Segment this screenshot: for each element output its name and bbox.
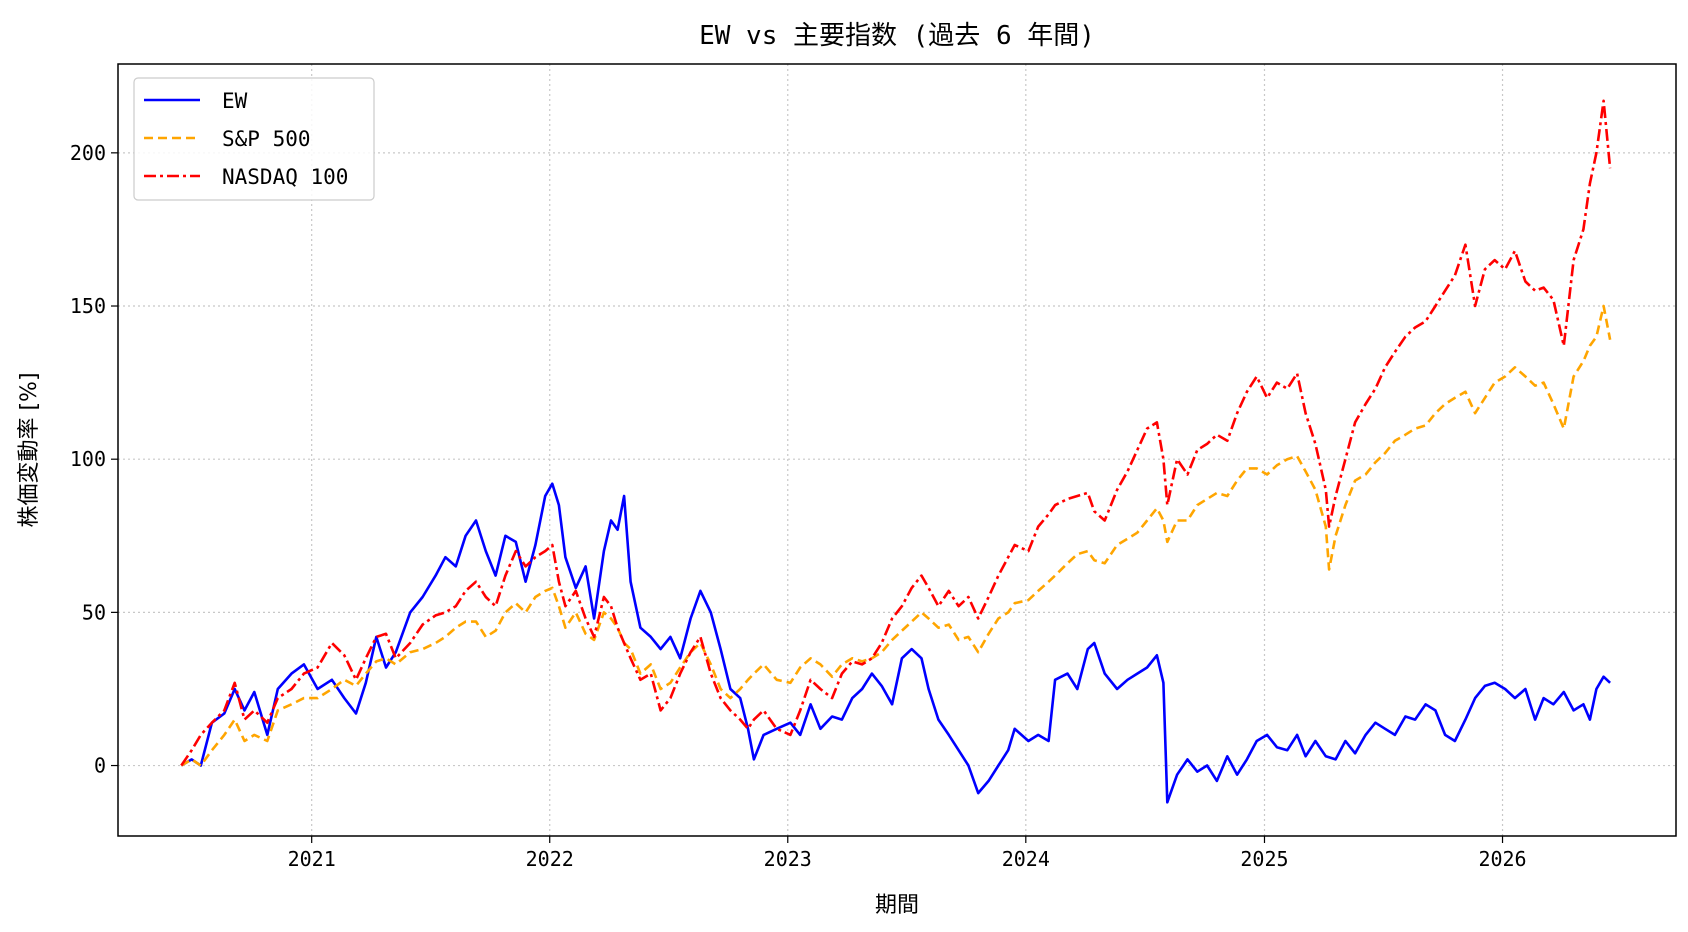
- legend-label-ew: EW: [222, 89, 248, 113]
- plot-frame: [117, 63, 1677, 837]
- y-tick-label: 100: [70, 447, 106, 471]
- y-tick-label: 0: [94, 754, 106, 778]
- x-tick-label: 2022: [526, 847, 574, 871]
- y-tick-label: 150: [70, 294, 106, 318]
- x-tick-label: 2023: [764, 847, 812, 871]
- series-line-s-p-500: [180, 304, 1612, 767]
- x-axis-label: 期間: [875, 893, 919, 918]
- x-tick-label: 2026: [1478, 847, 1526, 871]
- y-tick-label: 200: [70, 141, 106, 165]
- y-axis-label: 株価変動率 [%]: [17, 372, 42, 527]
- legend-label-s-p-500: S&P 500: [222, 127, 311, 151]
- x-tick-label: 2025: [1240, 847, 1288, 871]
- x-tick-label: 2024: [1002, 847, 1050, 871]
- series-layer: [180, 99, 1612, 804]
- axis-ticks: 2021 2022 2023 2024 2025 2026 0 50 100 150 200: [70, 141, 1527, 871]
- legend: EW S&P 500 NASDAQ 100: [133, 77, 375, 201]
- chart-title: EW vs 主要指数 (過去 6 年間): [699, 21, 1095, 51]
- x-tick-label: 2021: [288, 847, 336, 871]
- grid-lines: [118, 64, 1676, 836]
- legend-box: [133, 77, 375, 201]
- y-tick-label: 50: [82, 600, 106, 624]
- series-line-ew: [180, 482, 1611, 804]
- series-line-nasdaq-100: [180, 99, 1612, 767]
- legend-label-nasdaq-100: NASDAQ 100: [222, 165, 348, 189]
